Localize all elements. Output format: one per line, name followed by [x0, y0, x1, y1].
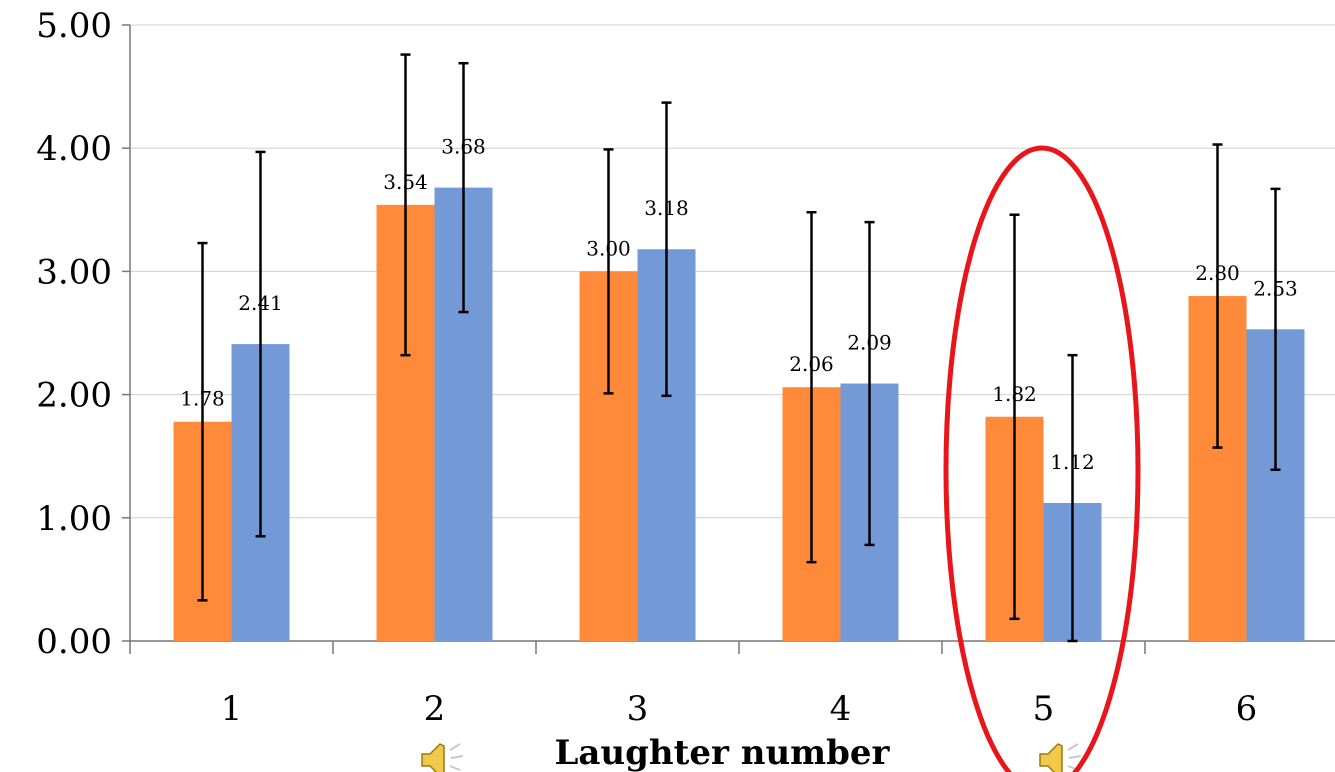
data-label: 2.53 — [1253, 276, 1298, 300]
speaker-icon — [421, 743, 464, 772]
data-label: 3.54 — [383, 170, 428, 194]
data-label: 2.41 — [238, 291, 283, 315]
y-tick-label: 3.00 — [36, 252, 112, 292]
data-label: 1.78 — [180, 387, 225, 411]
y-tick-label: 5.00 — [36, 6, 112, 46]
x-tick-label: 5 — [1033, 689, 1055, 729]
y-tick-label: 0.00 — [36, 622, 112, 662]
x-tick-label: 3 — [627, 689, 649, 729]
data-label: 3.18 — [644, 196, 689, 220]
data-label: 1.82 — [992, 382, 1037, 406]
error-bars — [197, 53, 1281, 643]
data-label: 3.68 — [441, 135, 486, 159]
y-tick-label: 2.00 — [36, 376, 112, 416]
data-label: 3.00 — [586, 236, 631, 260]
y-axis-ticks: 0.00 1.00 2.00 3.00 4.00 5.00 — [36, 6, 112, 662]
axes — [122, 24, 1335, 654]
data-label: 1.12 — [1050, 450, 1095, 474]
x-axis-ticks: 1 2 3 4 5 6 — [221, 689, 1258, 729]
data-label: 2.06 — [789, 352, 834, 376]
data-labels: 1.78 2.41 3.54 3.68 3.00 3.18 2.06 2.09 1.82 1.12… — [180, 135, 1298, 474]
grid-lines — [130, 24, 1335, 519]
x-axis-title: Laughter number — [555, 733, 891, 772]
x-tick-label: 2 — [424, 689, 446, 729]
y-tick-label: 1.00 — [36, 499, 112, 539]
x-tick-label: 1 — [221, 689, 243, 729]
highlight-ellipse — [943, 145, 1141, 772]
data-label: 2.09 — [847, 331, 892, 355]
speaker-icon — [1039, 743, 1082, 772]
x-tick-label: 6 — [1236, 689, 1258, 729]
data-label: 2.80 — [1195, 261, 1240, 285]
x-tick-label: 4 — [830, 689, 852, 729]
y-tick-label: 4.00 — [36, 129, 112, 169]
